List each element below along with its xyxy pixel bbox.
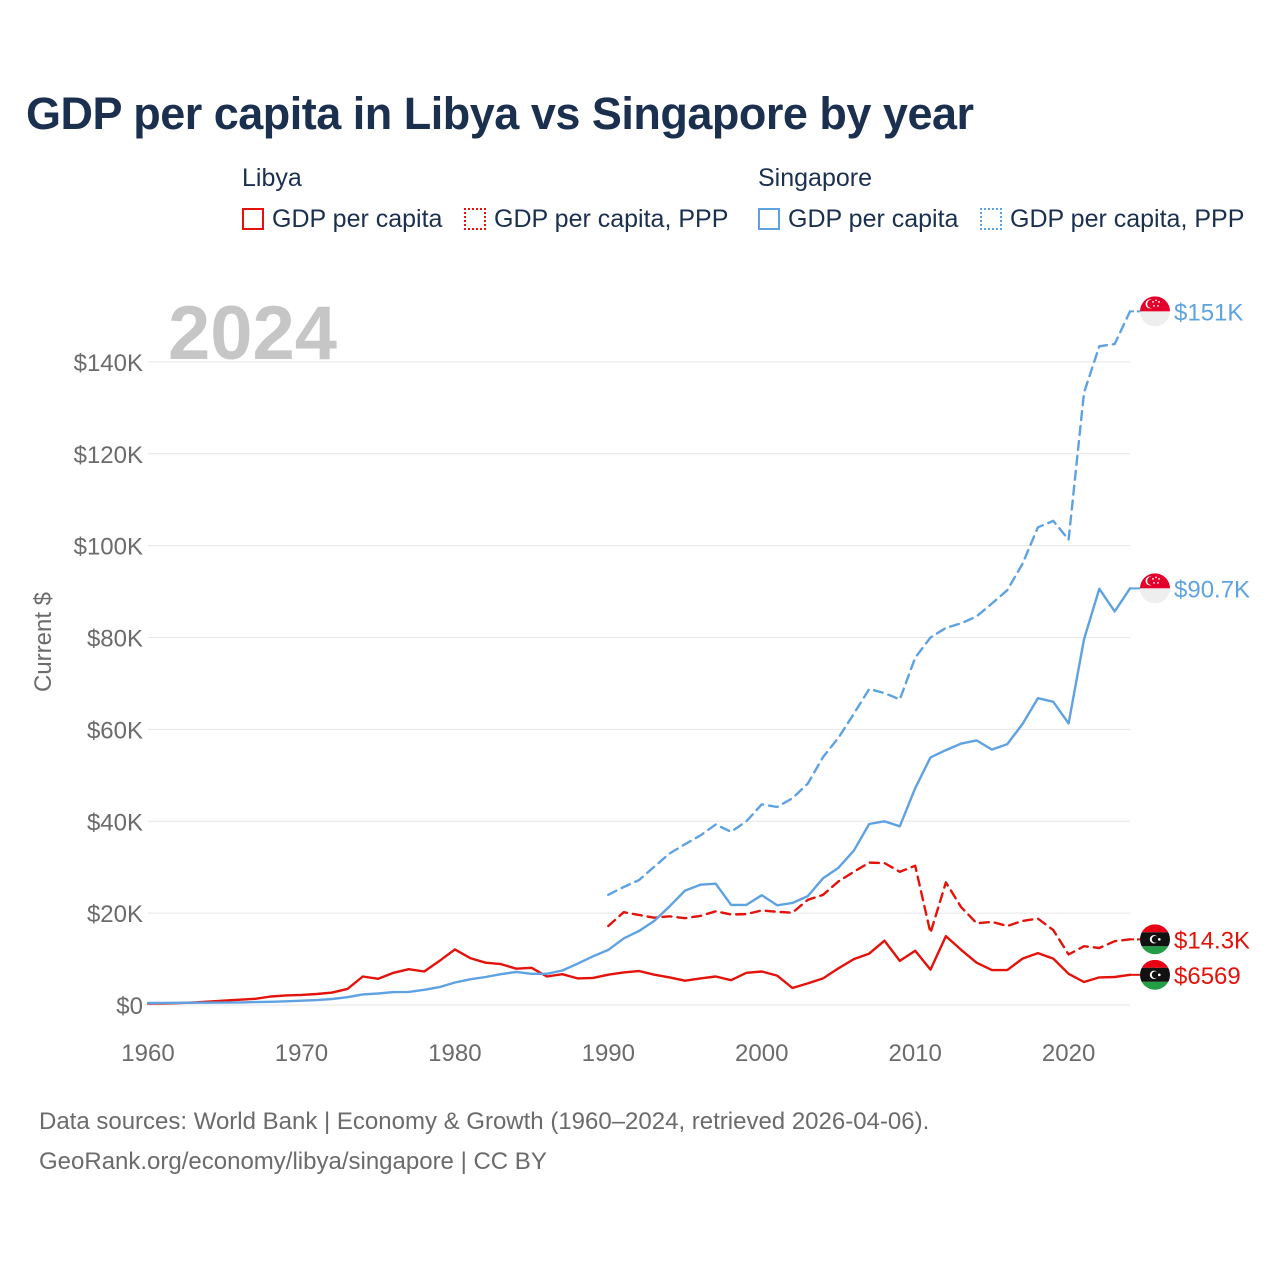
- x-tick-label: 1960: [121, 1040, 174, 1067]
- y-axis-labels: $0 $20K $40K $60K $80K $100K $120K $140K: [74, 350, 143, 1020]
- x-axis-labels: 1960 1970 1980 1990 2000 2010 2020: [121, 1040, 1095, 1067]
- legend-swatch-dotted-red: [464, 208, 486, 230]
- grid-layer: [148, 361, 1130, 1006]
- singapore-flag-icon: [1140, 573, 1170, 604]
- legend-item-singapore-ppp[interactable]: GDP per capita, PPP: [980, 204, 1244, 234]
- x-tick-label: 2020: [1042, 1040, 1095, 1067]
- series-end-label: $90.7K: [1174, 576, 1250, 603]
- legend-group-libya: Libya: [242, 164, 302, 192]
- x-tick-label: 1970: [275, 1040, 328, 1067]
- current-year-label: 2024: [168, 291, 338, 376]
- y-tick-label: $100K: [74, 534, 143, 561]
- x-tick-label: 2010: [888, 1040, 941, 1067]
- legend-item-libya-gdp[interactable]: GDP per capita: [242, 204, 442, 234]
- y-tick-label: $140K: [74, 350, 143, 377]
- footer-credit[interactable]: GeoRank.org/economy/libya/singapore | CC…: [39, 1148, 547, 1175]
- libya-flag-icon: [1140, 924, 1170, 955]
- legend-label: GDP per capita: [272, 204, 443, 233]
- series-line[interactable]: [146, 587, 1132, 1005]
- y-tick-label: $20K: [87, 901, 143, 928]
- series-layer: [146, 310, 1132, 1005]
- legend-label: GDP per capita, PPP: [494, 204, 729, 233]
- series-end-label: $14.3K: [1174, 927, 1250, 954]
- y-tick-label: $120K: [74, 442, 143, 469]
- legend-swatch-dotted-blue: [980, 208, 1002, 230]
- libya-flag-icon: [1140, 959, 1170, 990]
- legend-swatch-solid-red: [242, 208, 264, 230]
- x-tick-label: 2000: [735, 1040, 788, 1067]
- series-line[interactable]: [146, 934, 1132, 1005]
- end-labels-layer: $6569 $14.3K $90.7K $151K: [1130, 296, 1250, 990]
- series-end-label: $151K: [1174, 299, 1243, 326]
- footer-sources: Data sources: World Bank | Economy & Gro…: [39, 1108, 930, 1135]
- singapore-flag-icon: [1140, 296, 1170, 327]
- series-end-label: $6569: [1174, 963, 1241, 990]
- legend-item-libya-ppp[interactable]: GDP per capita, PPP: [464, 204, 728, 234]
- legend-label: GDP per capita: [788, 204, 959, 233]
- legend-item-singapore-gdp[interactable]: GDP per capita: [758, 204, 958, 234]
- series-line[interactable]: [607, 861, 1132, 956]
- x-tick-label: 1980: [428, 1040, 481, 1067]
- series-line[interactable]: [607, 310, 1132, 896]
- x-tick-label: 1990: [582, 1040, 635, 1067]
- y-tick-label: $0: [116, 993, 143, 1020]
- chart-title: GDP per capita in Libya vs Singapore by …: [26, 88, 974, 139]
- y-axis-title: Current $: [30, 592, 57, 692]
- legend-group-singapore: Singapore: [758, 164, 872, 192]
- legend-label: GDP per capita, PPP: [1010, 204, 1245, 233]
- y-tick-label: $80K: [87, 626, 143, 653]
- legend-swatch-solid-blue: [758, 208, 780, 230]
- y-tick-label: $60K: [87, 717, 143, 744]
- y-tick-label: $40K: [87, 809, 143, 836]
